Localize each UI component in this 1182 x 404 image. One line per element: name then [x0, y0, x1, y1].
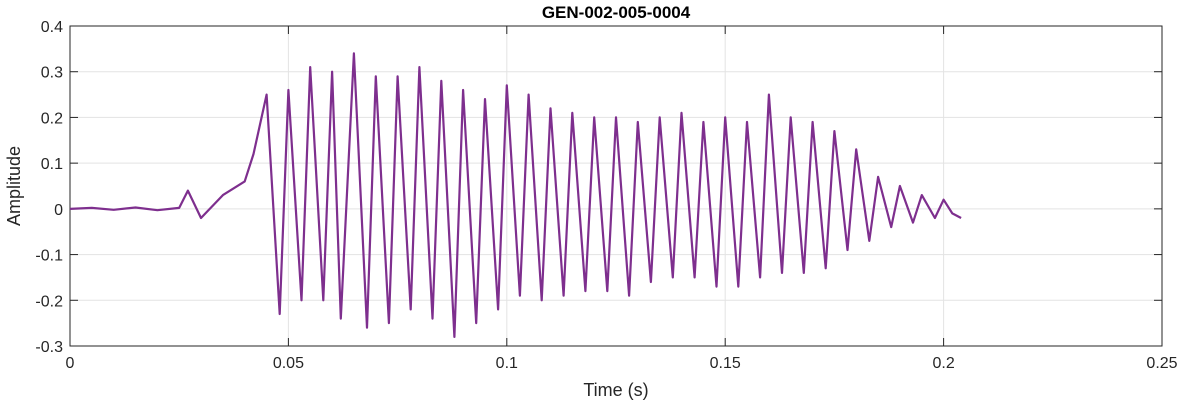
x-tick-label: 0.05 — [273, 355, 304, 372]
y-tick-label: 0.3 — [41, 65, 63, 82]
grid-lines — [69, 25, 1163, 347]
x-tick-label: 0.15 — [710, 355, 741, 372]
chart-title: GEN-002-005-0004 — [542, 3, 691, 22]
y-tick-label: 0 — [54, 202, 63, 219]
y-tick-label: 0.4 — [41, 19, 63, 36]
y-tick-label: -0.1 — [35, 248, 63, 265]
x-tick-label: 0.25 — [1146, 355, 1177, 372]
y-tick-label: 0.2 — [41, 110, 63, 127]
x-tick-label: 0.1 — [496, 355, 518, 372]
x-axis-label: Time (s) — [583, 380, 648, 400]
y-tick-label: -0.3 — [35, 339, 63, 356]
series-line — [69, 52, 962, 338]
y-tick-label: -0.2 — [35, 293, 63, 310]
axis-ticks: 0 0.05 0.1 0.15 0.2 0.25 -0.3 -0.2 -0.1 0 0.1 0.2 0.… — [35, 19, 1177, 372]
x-tick-label: 0.2 — [932, 355, 954, 372]
x-tick-label: 0 — [66, 355, 75, 372]
plot-area — [69, 25, 1163, 347]
y-tick-label: 0.1 — [41, 156, 63, 173]
y-axis-label: Amplitude — [4, 146, 24, 226]
